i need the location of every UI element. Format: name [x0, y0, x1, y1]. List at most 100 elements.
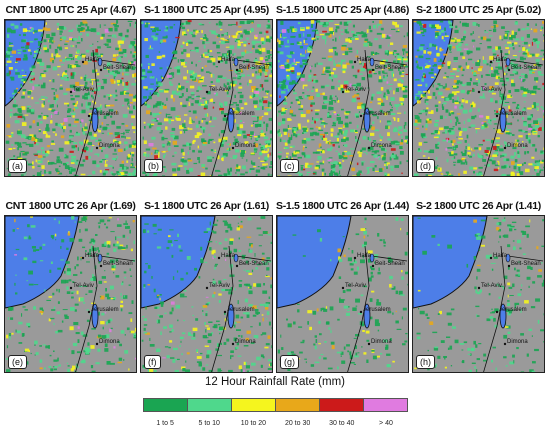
rain-cell — [270, 138, 272, 141]
rain-cell — [216, 219, 219, 222]
rain-cell — [366, 167, 369, 170]
rain-cell — [343, 21, 349, 26]
rain-cell — [389, 62, 391, 67]
rain-cell — [369, 298, 373, 302]
rain-cell — [407, 312, 408, 316]
rain-cell — [91, 328, 96, 330]
border-line — [507, 255, 544, 262]
rain-cell — [271, 57, 272, 59]
rain-cell — [238, 365, 242, 370]
rain-cell — [160, 103, 162, 106]
rain-cell — [498, 161, 500, 166]
rain-cell — [135, 327, 136, 332]
rain-cell — [117, 148, 123, 152]
city-marker — [367, 342, 371, 346]
rain-cell — [271, 54, 272, 56]
rain-cell — [505, 308, 510, 312]
rain-cell — [372, 355, 377, 360]
rain-cell — [423, 29, 427, 33]
rain-cell — [315, 36, 320, 38]
rain-cell — [384, 172, 387, 176]
rain-cell — [322, 120, 325, 122]
rain-cell — [494, 145, 500, 149]
rain-cell — [243, 312, 246, 315]
rain-cell — [180, 340, 182, 343]
rain-cell — [434, 175, 439, 176]
rain-cell — [529, 369, 534, 372]
rain-cell — [356, 97, 360, 100]
rain-cell — [150, 123, 155, 126]
rain-cell — [433, 58, 437, 62]
rain-cell — [74, 120, 79, 124]
rain-cell — [389, 102, 391, 106]
rain-cell — [385, 125, 389, 129]
rain-cell — [386, 120, 391, 123]
rain-cell — [239, 94, 244, 99]
rain-cell — [482, 139, 485, 142]
rain-cell — [539, 153, 543, 155]
rain-cell — [134, 21, 136, 24]
rain-cell — [489, 159, 493, 162]
rain-cell — [422, 28, 425, 32]
legend-label-2: 5 to 10 — [198, 420, 220, 427]
rain-cell — [80, 27, 85, 30]
rain-cell — [280, 33, 282, 38]
rain-cell — [303, 145, 305, 148]
rain-cell — [325, 33, 330, 36]
rain-cell — [15, 58, 21, 61]
rain-cell — [361, 161, 364, 166]
rain-cell — [467, 53, 469, 56]
rain-cell — [135, 139, 136, 143]
rain-cell — [231, 24, 237, 26]
rain-cell — [116, 224, 122, 227]
rain-cell — [255, 57, 257, 59]
rain-cell — [384, 175, 388, 176]
rain-cell — [416, 79, 420, 81]
rain-cell — [270, 277, 272, 280]
rain-cell — [513, 360, 515, 364]
rain-cell — [246, 37, 249, 40]
rain-cell — [230, 287, 233, 290]
rain-cell — [250, 160, 253, 165]
rain-cell — [534, 148, 537, 152]
rain-cell — [256, 356, 261, 361]
rain-cell — [195, 318, 199, 321]
rain-cell — [436, 52, 440, 57]
rain-cell — [196, 356, 202, 359]
rain-cell — [66, 175, 68, 176]
rain-cell — [454, 116, 458, 119]
rain-cell — [114, 135, 118, 137]
rain-cell — [353, 355, 359, 358]
rain-cell — [197, 175, 201, 176]
rain-cell — [214, 263, 218, 266]
rain-cell — [6, 53, 8, 55]
rain-cell — [205, 100, 207, 104]
rain-cell — [70, 153, 73, 155]
rain-cell — [289, 146, 293, 148]
rain-cell — [517, 106, 521, 108]
rain-cell — [434, 31, 440, 33]
rain-cell — [229, 147, 231, 151]
rain-cell — [352, 33, 358, 37]
rain-cell — [116, 126, 121, 129]
panel-label: (d) — [416, 159, 435, 173]
rain-cell — [291, 80, 296, 84]
rain-cell — [10, 42, 13, 44]
rain-cell — [482, 56, 484, 60]
rain-cell — [94, 91, 96, 94]
rain-cell — [169, 340, 173, 343]
rain-cell — [359, 60, 361, 64]
rain-cell — [195, 63, 197, 67]
rain-cell — [347, 350, 349, 353]
rain-cell — [281, 112, 286, 114]
rain-cell — [244, 298, 248, 303]
rain-cell — [256, 264, 262, 266]
rain-cell — [122, 281, 124, 284]
rain-cell — [160, 75, 163, 79]
rain-cell — [404, 340, 408, 343]
rain-cell — [295, 134, 298, 138]
rain-cell — [178, 165, 183, 167]
rain-cell — [28, 30, 31, 32]
rain-cell — [445, 83, 447, 88]
rain-cell — [263, 150, 268, 154]
